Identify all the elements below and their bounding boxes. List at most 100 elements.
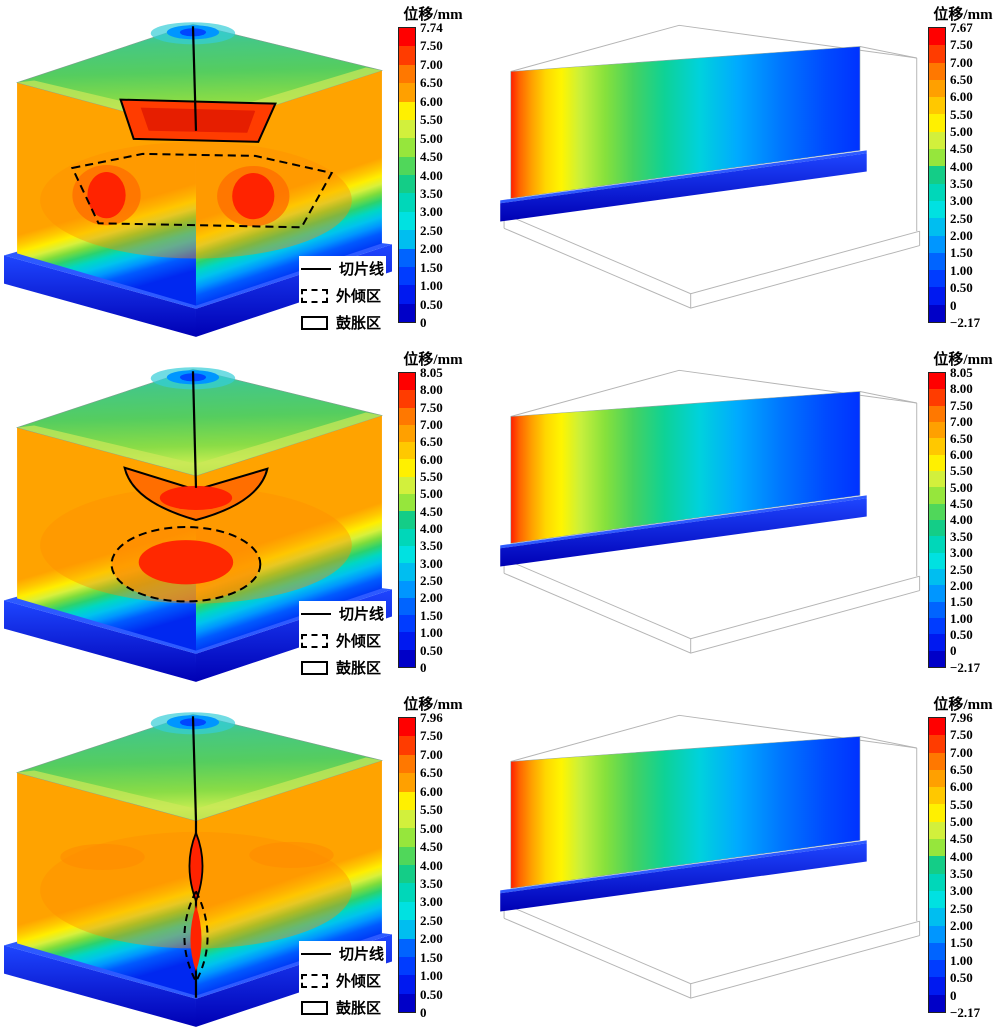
colorbar-tick-label: 7.50 (950, 397, 973, 413)
colorbar-band (929, 960, 945, 978)
colorbar-tick-label: 4.00 (950, 512, 973, 528)
colorbar-band (929, 503, 945, 520)
colorbar-band (929, 568, 945, 586)
legend-item-bulge-zone: 鼓胀区 (300, 657, 384, 678)
colorbar-tick-label: 2.00 (420, 931, 443, 947)
colorbar-tick-label: 7.67 (950, 20, 973, 35)
colorbar-band (399, 211, 415, 231)
colorbar-band (929, 804, 945, 822)
colorbar: 位移/mm 8.05 8.00 7.50 7.00 6.50 6.00 5.50 5.00 4.… (398, 348, 468, 674)
colorbar-band (399, 649, 415, 668)
colorbar-band (929, 421, 945, 439)
dashed-box-icon (300, 288, 328, 303)
colorbar-band (399, 373, 415, 391)
slice-line-icon (300, 267, 331, 270)
colorbar-band (929, 925, 945, 943)
colorbar-band (399, 809, 415, 829)
colorbar-band (399, 920, 415, 939)
colorbar-tick-label: 6.00 (420, 783, 443, 799)
block-model-figure-1 (2, 4, 394, 341)
colorbar-band (399, 407, 415, 425)
colorbar-tick-label: 7.00 (420, 56, 443, 72)
colorbar-tick-label: 5.50 (950, 463, 973, 479)
colorbar-tick-label: 0 (420, 315, 427, 330)
colorbar-scale (398, 27, 416, 323)
colorbar-tick-label: 2.50 (950, 210, 973, 226)
figure-row-2: 切片线 外倾区 鼓胀区 位移/mm 8.05 8.00 7.50 7.00 6.50 6.… (0, 345, 1000, 690)
colorbar-tick-label: 1.00 (420, 278, 443, 294)
colorbar-band (929, 752, 945, 770)
colorbar-band (929, 28, 945, 46)
colorbar-tick-label: 2.50 (420, 222, 443, 238)
colorbar-tick-label: 7.50 (420, 399, 443, 415)
colorbar-tick-label: 7.50 (420, 38, 443, 54)
legend-label: 鼓胀区 (335, 661, 381, 677)
colorbar-band (399, 956, 415, 976)
colorbar-band (929, 769, 945, 788)
slice-line (191, 26, 198, 131)
colorbar-band (929, 438, 945, 455)
colorbar-band (399, 390, 415, 408)
colorbar-tick-label: 5.00 (950, 814, 973, 830)
colorbar-band (929, 585, 945, 602)
colorbar-band (929, 718, 945, 736)
colorbar-band (399, 597, 415, 616)
colorbar-band (399, 28, 415, 47)
colorbar-band (929, 454, 945, 471)
colorbar-tick-label: 2.50 (420, 573, 443, 589)
colorbar-tick-label: 4.00 (950, 848, 973, 864)
colorbar-tick-label: 1.50 (420, 259, 443, 275)
colorbar-tick-label: 7.96 (420, 710, 443, 725)
colorbar-band (399, 615, 415, 633)
colorbar-tick-label: 4.50 (420, 503, 443, 519)
colorbar-band (929, 787, 945, 805)
colorbar-band (399, 846, 415, 865)
colorbar-band (929, 97, 945, 115)
colorbar-band (929, 45, 945, 63)
legend-label: 切片线 (338, 947, 384, 963)
colorbar-tick-label: 5.00 (950, 124, 973, 140)
colorbar-band (399, 230, 415, 249)
colorbar-scale (928, 717, 946, 1013)
colorbar-band (929, 552, 945, 569)
legend-item-tilt-zone: 外倾区 (300, 970, 384, 991)
colorbar-title: 位移/mm (933, 697, 993, 713)
colorbar-tick-label: 3.50 (950, 176, 973, 192)
colorbar-band (929, 405, 945, 422)
colorbar-scale (398, 717, 416, 1013)
colorbar-tick-label: 8.00 (420, 382, 443, 398)
colorbar-band (399, 718, 415, 737)
legend-label: 切片线 (338, 262, 384, 278)
colorbar-band (399, 156, 415, 175)
block-model-figure-3 (2, 694, 394, 1030)
colorbar: 位移/mm 7.96 7.50 7.00 6.50 6.00 5.50 5.00 4.50 4.… (928, 693, 998, 1019)
colorbar-tick-label: 2.00 (420, 590, 443, 606)
slice-view-panel-2: 位移/mm 8.05 8.00 7.50 7.00 6.50 6.00 5.50 5.00 4.… (470, 345, 1000, 690)
colorbar-band (399, 476, 415, 495)
tilt-zone-outline (110, 526, 262, 603)
colorbar: 位移/mm 7.96 7.50 7.00 6.50 6.00 5.50 5.00 4.50 4.… (398, 693, 468, 1019)
colorbar-tick-label: 6.50 (950, 762, 973, 778)
colorbar-band (929, 908, 945, 926)
colorbar-tick-label: 4.50 (950, 831, 973, 847)
colorbar-band (399, 64, 415, 84)
colorbar-tick-labels: 8.05 8.00 7.50 7.00 6.50 6.00 5.50 5.00 4.50 4.00… (420, 366, 443, 674)
slice-line (191, 716, 198, 821)
colorbar-tick-label: 7.50 (950, 727, 973, 743)
colorbar-tick-label: 4.50 (950, 141, 973, 157)
colorbar-band (399, 511, 415, 529)
colorbar-band (399, 975, 415, 994)
colorbar-tick-label: 7.96 (950, 710, 973, 725)
colorbar-tick-label: 1.50 (950, 245, 973, 261)
legend-label: 切片线 (338, 607, 384, 623)
colorbar-tick-label: 3.00 (420, 894, 443, 910)
solid-box-icon (300, 1000, 328, 1015)
colorbar-tick-label: −2.17 (950, 1004, 981, 1020)
colorbar-tick-label: 2.50 (420, 912, 443, 928)
colorbar-band (929, 149, 945, 167)
legend-label: 鼓胀区 (335, 316, 381, 332)
slice-model-figure-1 (482, 8, 934, 311)
colorbar-tick-label: 6.50 (420, 765, 443, 781)
colorbar-band (929, 79, 945, 98)
colorbar-tick-label: 2.50 (950, 900, 973, 916)
